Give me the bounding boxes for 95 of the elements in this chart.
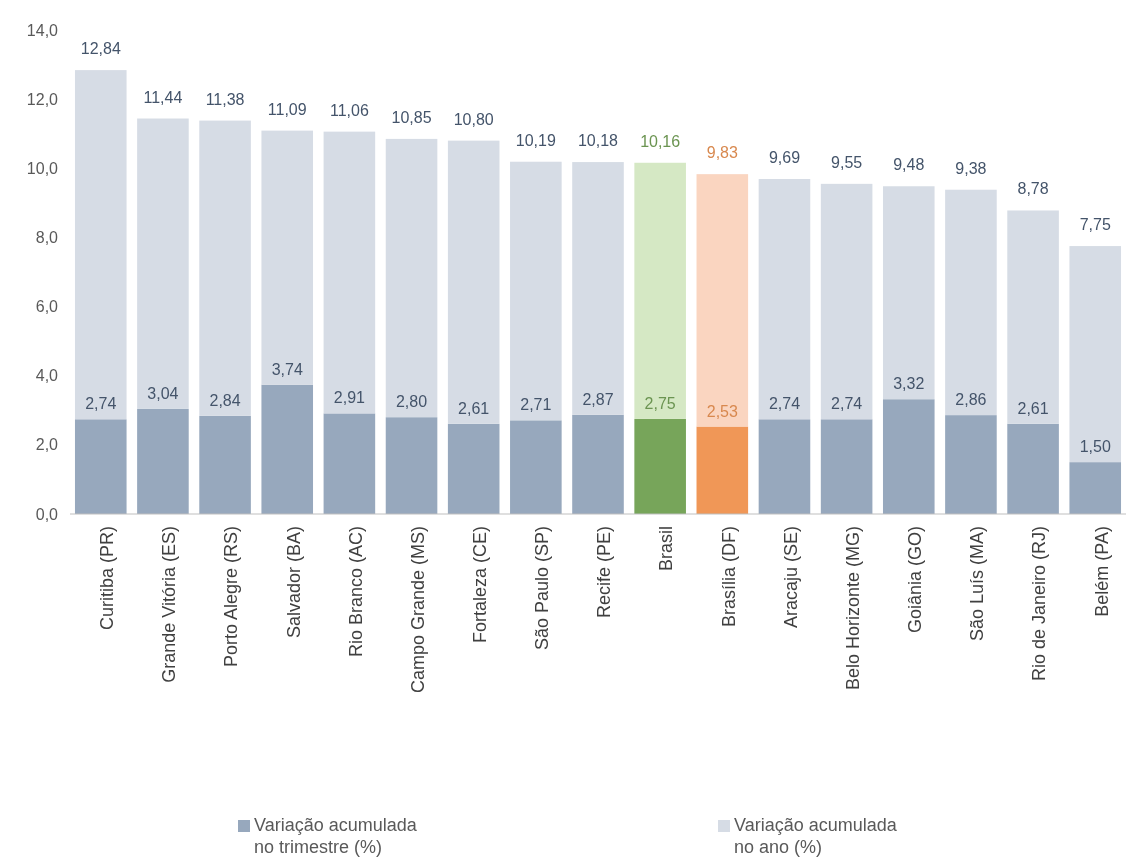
data-label: 2,87 [582,390,614,408]
data-label: 2,91 [333,389,366,407]
legend-label: Variação acumulada no ano (%) [734,815,898,857]
y-tick-label: 2,0 [35,436,59,454]
bar [696,426,749,514]
bar [447,423,500,514]
x-tick-label: Recife (PE) [594,526,615,619]
data-label: 2,74 [768,395,801,413]
x-tick-label: Aracaju (SE) [780,526,801,629]
data-label: 2,71 [520,396,552,414]
y-tick-label: 14,0 [26,21,59,39]
total-label: 10,80 [453,110,494,128]
data-label: 2,53 [706,402,738,420]
x-tick-label: São Paulo (SP) [532,526,553,651]
bar [1007,423,1059,514]
data-label: 3,32 [893,375,925,393]
x-tick-label: São Luís (MA) [967,526,988,642]
bar [945,189,997,416]
total-label: 11,44 [143,88,183,106]
bar [634,418,686,514]
total-label: 11,06 [329,101,369,119]
y-tick-label: 6,0 [35,298,59,316]
total-label: 9,83 [706,144,738,162]
bar [323,413,376,514]
bar [199,120,251,416]
bar [510,161,562,421]
x-tick-label: Goiânia (GO) [905,526,926,634]
total-label: 10,85 [391,108,432,126]
bar [261,130,314,385]
legend-label: Variação acumulada no trimestre (%) [254,815,418,857]
data-label: 3,04 [147,384,179,402]
bar [634,162,686,419]
bar [945,415,997,514]
bar [1069,246,1122,463]
bar [137,118,189,409]
data-label: 1,50 [1079,438,1111,456]
data-label: 2,84 [209,391,241,409]
bar [572,414,624,514]
y-tick-label: 10,0 [26,159,59,177]
bar [199,415,251,514]
bar [696,174,749,427]
bar [261,384,314,514]
y-tick-label: 8,0 [35,229,59,247]
y-tick-label: 4,0 [35,367,59,385]
total-label: 9,48 [893,156,925,174]
total-label: 12,84 [80,40,121,58]
bar [74,419,127,514]
data-label: 3,74 [271,360,303,378]
x-tick-label: Rio de Janeiro (RJ) [1029,526,1050,682]
total-label: 10,16 [640,132,681,150]
bar [385,138,438,418]
total-label: 9,69 [768,149,801,166]
data-label: 2,75 [644,394,676,412]
data-label: 2,74 [85,395,117,413]
total-label: 11,38 [205,90,245,108]
x-tick-label: Brasil [656,526,677,572]
total-label: 9,55 [831,153,863,171]
bar [758,419,811,514]
x-tick-label: Rio Branco (AC) [345,526,366,658]
data-label: 2,74 [831,395,863,413]
x-tick-label: Campo Grande (MS) [407,526,428,694]
bar [323,131,376,414]
bar [820,419,873,514]
data-label: 2,61 [1017,399,1049,417]
bar [74,70,127,420]
total-label: 7,75 [1079,216,1111,234]
x-tick-label: Belém (PA) [1091,526,1112,617]
x-tick-label: Brasília (DF) [718,526,739,628]
bar [572,162,624,415]
x-tick-label: Curitiba (PR) [97,526,118,631]
data-label: 2,80 [395,393,428,411]
total-label: 8,78 [1017,180,1049,198]
data-label: 2,61 [458,399,490,417]
bar [510,420,562,514]
bar [1007,210,1059,424]
total-label: 10,18 [577,132,619,150]
bar [385,417,438,514]
bar [820,183,873,420]
x-tick-label: Porto Alegre (RS) [221,526,242,668]
x-tick-label: Grande Vitória (ES) [159,526,180,683]
total-label: 11,09 [267,100,307,118]
bar [882,186,935,400]
bar [1069,462,1122,514]
bar [137,408,189,514]
x-tick-label: Salvador (BA) [283,526,304,639]
x-tick-label: Belo Horizonte (MG) [842,526,863,691]
data-label: 2,86 [955,391,987,409]
total-label: 9,38 [955,159,987,177]
y-tick-label: 0,0 [35,505,59,523]
x-tick-label: Fortaleza (CE) [469,526,490,644]
total-label: 10,19 [515,131,556,149]
bar [758,179,811,420]
y-tick-label: 12,0 [26,90,59,108]
bar [882,399,935,514]
bar [447,140,500,424]
